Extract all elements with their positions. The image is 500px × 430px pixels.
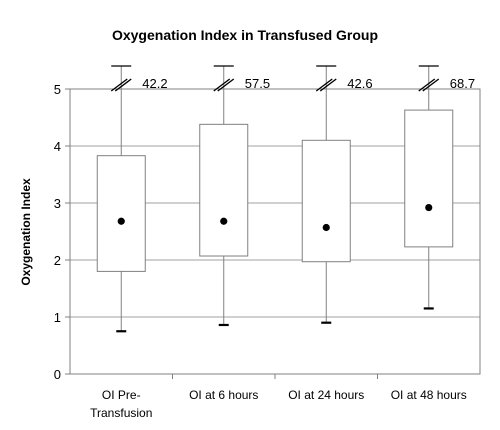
box-3: 42.6 — [301, 65, 373, 324]
iqr-box — [404, 109, 454, 248]
box-2: 57.5 — [199, 65, 270, 327]
x-category-label: Transfusion — [90, 406, 152, 420]
axis-break-mark — [315, 78, 333, 92]
axis-break-mark — [110, 78, 128, 92]
y-tick-label: 5 — [54, 82, 61, 97]
axis-break-mark — [114, 78, 132, 92]
mean-point — [220, 217, 228, 225]
max-value-label: 42.6 — [347, 76, 372, 91]
x-axis-categories: OI Pre- Transfusion OI at 6 hours OI at 24 … — [90, 374, 467, 420]
y-tick-label: 0 — [54, 367, 61, 382]
x-category-label: OI at 48 hours — [391, 388, 467, 402]
mean-point — [117, 217, 125, 225]
boxes: 42.2 57.5 42.6 68.7 — [96, 65, 475, 333]
max-value-label: 57.5 — [245, 76, 270, 91]
y-tick-label: 2 — [54, 253, 61, 268]
y-axis-ticks: 0 1 2 3 4 5 — [54, 82, 70, 382]
iqr-box — [301, 139, 351, 263]
max-value-label: 68.7 — [450, 76, 475, 91]
box-4: 68.7 — [404, 65, 475, 310]
axis-break-mark — [319, 78, 337, 92]
mean-point — [322, 223, 330, 232]
axis-break-mark — [422, 78, 440, 92]
iqr-box — [199, 123, 249, 257]
y-tick-label: 1 — [54, 310, 61, 325]
mean-point — [425, 203, 433, 212]
axis-break-mark — [213, 78, 231, 92]
max-value-label: 42.2 — [142, 76, 167, 91]
iqr-box — [96, 155, 146, 272]
y-tick-label: 4 — [54, 139, 61, 154]
axis-break-mark — [217, 78, 235, 92]
y-tick-label: 3 — [54, 196, 61, 211]
chart-title: Oxygenation Index in Transfused Group — [112, 27, 378, 43]
box-1: 42.2 — [96, 65, 168, 333]
x-category-label: OI Pre- — [102, 388, 141, 402]
axis-break-mark — [418, 78, 436, 92]
x-category-label: OI at 6 hours — [189, 388, 258, 402]
y-axis-label: Oxygenation Index — [19, 178, 33, 286]
x-category-label: OI at 24 hours — [288, 388, 364, 402]
